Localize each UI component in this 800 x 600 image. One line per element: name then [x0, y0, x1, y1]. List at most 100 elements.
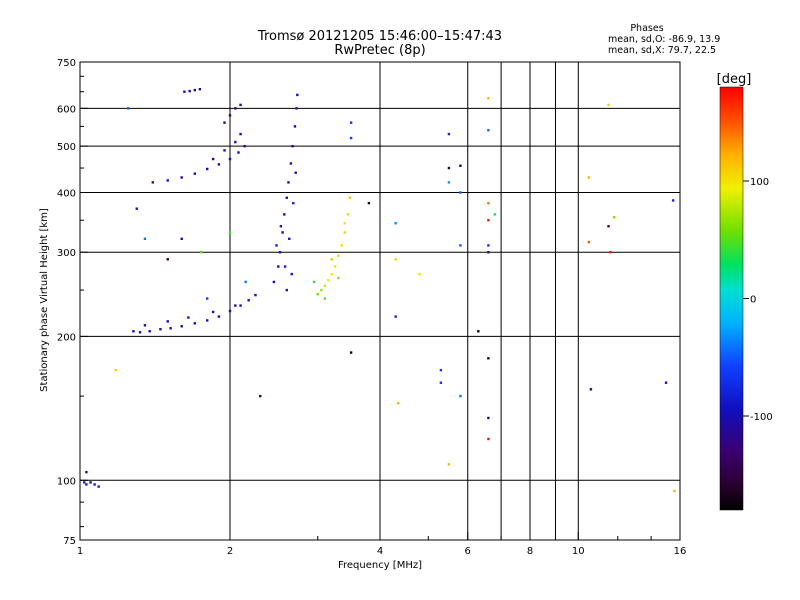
- colorbar-tick-label: -100: [750, 412, 773, 423]
- data-point: [217, 163, 221, 166]
- data-point: [587, 240, 591, 244]
- data-point: [228, 114, 232, 117]
- data-point: [323, 297, 327, 300]
- data-point: [199, 251, 203, 254]
- data-point: [607, 225, 610, 228]
- chart-title-line1: Tromsø 20121205 15:46:00–15:47:43: [257, 29, 502, 44]
- data-point: [459, 244, 462, 247]
- x-tick-label: 2: [227, 546, 233, 557]
- chart-title-line2: RwPretec (8p): [334, 43, 425, 58]
- colorbar-tick-label: 100: [750, 177, 769, 188]
- data-point: [330, 258, 333, 261]
- data-point: [166, 320, 169, 323]
- data-point: [587, 176, 591, 179]
- colorbar-ticks: 100 0 -100: [743, 177, 773, 423]
- data-point: [607, 103, 610, 107]
- data-point: [439, 381, 443, 384]
- data-point: [673, 489, 676, 493]
- data-point: [138, 331, 142, 334]
- y-tick-label: 500: [57, 142, 76, 153]
- y-axis-ticks: 75 100 200 300 400 500 600 750: [57, 58, 88, 547]
- data-point: [487, 357, 490, 360]
- data-point: [239, 132, 242, 136]
- data-point: [285, 196, 288, 199]
- y-tick-label: 200: [57, 332, 76, 343]
- data-point: [330, 272, 333, 276]
- data-point: [487, 201, 490, 205]
- data-point: [290, 272, 293, 276]
- data-point: [198, 87, 202, 91]
- data-point: [114, 368, 118, 372]
- data-point: [296, 93, 299, 97]
- x-axis-label: Frequency [MHz]: [338, 560, 422, 571]
- data-point: [272, 280, 276, 284]
- data-point: [487, 96, 490, 100]
- data-point: [239, 103, 242, 107]
- data-point: [609, 251, 612, 254]
- stats-line-x: mean, sd,X: 79.7, 22.5: [608, 45, 716, 56]
- data-point: [205, 167, 209, 171]
- data-point: [187, 316, 190, 319]
- data-point: [367, 201, 371, 205]
- data-point: [348, 196, 352, 199]
- data-point: [159, 328, 162, 331]
- x-tick-label: 4: [377, 546, 383, 557]
- data-point: [237, 151, 240, 154]
- y-tick-label: 75: [63, 536, 76, 547]
- data-point: [93, 483, 96, 486]
- data-point: [394, 222, 397, 225]
- data-point: [459, 191, 462, 194]
- data-point: [447, 166, 451, 170]
- data-point: [180, 176, 183, 179]
- data-point: [205, 319, 209, 322]
- y-tick-label: 300: [57, 248, 76, 259]
- stats-title: Phases: [630, 23, 663, 34]
- data-point: [217, 315, 221, 318]
- data-point: [493, 213, 497, 216]
- data-point: [394, 258, 397, 261]
- data-point: [294, 171, 297, 174]
- data-point: [228, 309, 232, 313]
- data-point: [447, 132, 451, 136]
- data-point: [292, 201, 295, 205]
- data-point: [337, 276, 340, 280]
- data-point: [320, 288, 323, 292]
- data-point: [166, 258, 169, 261]
- data-point: [477, 330, 480, 333]
- x-tick-label: 6: [465, 546, 471, 557]
- data-point: [205, 297, 209, 300]
- data-point: [418, 272, 421, 276]
- data-point: [151, 181, 155, 184]
- data-point: [85, 483, 88, 486]
- data-point: [327, 279, 330, 282]
- data-point: [188, 89, 191, 93]
- data-point: [166, 179, 169, 182]
- data-point: [349, 136, 353, 140]
- data-point: [85, 470, 88, 474]
- data-point: [247, 299, 250, 302]
- y-tick-label: 750: [57, 58, 76, 69]
- data-point: [234, 304, 237, 307]
- data-point: [487, 437, 490, 441]
- data-point: [277, 265, 280, 268]
- data-point: [487, 219, 490, 222]
- data-point: [664, 381, 668, 384]
- data-point: [349, 351, 353, 354]
- data-point: [289, 162, 293, 165]
- data-point: [459, 164, 462, 167]
- phase-colorbar: [719, 86, 744, 511]
- data-points: [83, 87, 676, 493]
- stats-line-o: mean, sd,O: -86.9, 13.9: [608, 34, 720, 45]
- data-point: [89, 481, 92, 484]
- data-point: [323, 284, 327, 288]
- data-point: [243, 144, 246, 148]
- data-point: [183, 90, 186, 93]
- data-point: [132, 330, 135, 333]
- data-point: [259, 394, 262, 398]
- data-point: [275, 244, 278, 247]
- data-point: [193, 322, 197, 325]
- data-point: [487, 128, 490, 132]
- data-point: [211, 310, 215, 314]
- y-tick-label: 600: [57, 104, 76, 115]
